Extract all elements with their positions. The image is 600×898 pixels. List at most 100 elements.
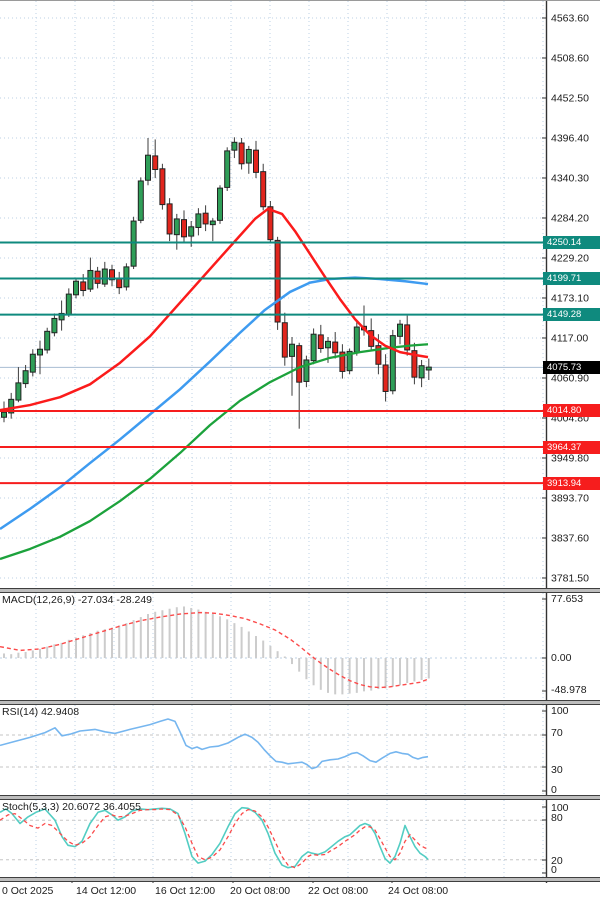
candle-bullish — [389, 335, 396, 392]
ma-slow-green-line — [0, 343, 429, 561]
stoch-d-line — [0, 808, 429, 869]
price-tick-label: 4060.90 — [551, 373, 589, 385]
candle-bullish — [353, 326, 360, 353]
candle-bullish — [310, 333, 317, 362]
candle-bullish — [173, 218, 180, 236]
price-tick-label: 3781.50 — [551, 573, 589, 585]
stoch-scale-0: 0 — [551, 864, 557, 876]
candle-bullish — [29, 353, 36, 373]
candle-bullish — [303, 359, 310, 382]
macd-signal-line — [0, 611, 429, 689]
candle-bullish — [87, 269, 94, 290]
candle-bearish — [260, 171, 267, 208]
support-price-tag: 4014.80 — [543, 404, 600, 417]
candle-bearish — [253, 149, 259, 173]
candle-bearish — [281, 322, 288, 358]
x-axis-date-label: 16 Oct 12:00 — [155, 885, 216, 897]
candle-bullish — [130, 220, 137, 267]
candle-bullish — [37, 348, 43, 356]
candle-bullish — [289, 343, 295, 357]
ma-fast-red-line — [0, 207, 429, 412]
panel-separator[interactable] — [0, 795, 600, 800]
stoch-indicator-label: Stoch(5,3,3) 20.6072 36.4055 — [2, 801, 141, 813]
rsi-scale-30: 30 — [551, 764, 563, 776]
candle-bullish — [1, 411, 7, 418]
candle-bullish — [346, 350, 353, 372]
price-tick-label: 3893.70 — [551, 493, 589, 505]
candle-bearish — [375, 345, 382, 365]
price-tick-label: 4508.60 — [551, 53, 589, 65]
candle-bullish — [231, 141, 238, 151]
support-price-tag: 3913.94 — [543, 477, 600, 490]
candle-bullish — [397, 323, 403, 337]
candle-bullish — [22, 370, 29, 385]
price-tick-label: 4284.20 — [551, 213, 589, 225]
x-axis-date-label: 24 Oct 08:00 — [388, 885, 449, 897]
candle-bearish — [202, 212, 209, 225]
x-axis-date-label: 20 Oct 08:00 — [230, 885, 291, 897]
candle-bullish — [209, 220, 216, 226]
panel-separator[interactable] — [0, 877, 600, 882]
candle-bearish — [152, 155, 159, 171]
support-price-tag: 3964.37 — [543, 441, 600, 454]
candle-bearish — [94, 270, 101, 284]
macd-scale-zero: 0.00 — [551, 652, 572, 664]
candle-bullish — [418, 365, 425, 379]
stoch-k-line — [0, 806, 429, 869]
macd-indicator-label: MACD(12,26,9) -27.034 -28.249 — [2, 594, 152, 606]
candle-bullish — [8, 398, 15, 414]
price-tick-label: 3837.60 — [551, 533, 589, 545]
candle-bearish — [411, 350, 418, 378]
x-axis-date-label: 0 Oct 2025 — [2, 885, 54, 897]
macd-scale-max: 77.653 — [551, 593, 584, 605]
candle-bearish — [382, 364, 389, 392]
panel-separator[interactable] — [0, 588, 600, 593]
stoch-scale-80: 80 — [551, 812, 563, 824]
price-tick-label: 4173.10 — [551, 293, 589, 305]
candle-bullish — [145, 154, 151, 181]
price-tick-label: 4396.40 — [551, 133, 589, 145]
candle-bullish — [123, 266, 130, 288]
price-tick-label: 3949.80 — [551, 453, 589, 465]
resistance-price-tag: 4149.28 — [543, 308, 600, 321]
stoch-scale-20: 20 — [551, 855, 563, 867]
candle-bearish — [332, 341, 339, 354]
candle-bullish — [137, 180, 144, 221]
candle-bearish — [109, 269, 115, 281]
candle-bearish — [404, 324, 411, 351]
panel-separator[interactable] — [0, 700, 600, 705]
candle-bearish — [274, 239, 281, 323]
candle-bearish — [116, 278, 123, 289]
candle-bullish — [44, 330, 51, 351]
rsi-scale-100: 100 — [551, 705, 569, 717]
candle-bullish — [224, 150, 231, 188]
candle-bullish — [15, 382, 22, 401]
candle-bullish — [73, 280, 79, 296]
macd-scale-min: -48.978 — [551, 684, 587, 696]
candle-bullish — [101, 268, 108, 285]
price-tick-label: 4563.60 — [551, 13, 589, 25]
candle-bullish — [188, 226, 195, 237]
resistance-price-tag: 4250.14 — [543, 236, 600, 249]
candle-bearish — [166, 203, 173, 235]
candle-bearish — [159, 168, 166, 206]
current-price-tag: 4075.73 — [543, 361, 600, 374]
price-tick-label: 4340.30 — [551, 173, 589, 185]
candle-bearish — [181, 219, 187, 238]
candle-bullish — [65, 293, 72, 316]
candle-bearish — [317, 334, 324, 350]
price-tick-label: 4452.50 — [551, 93, 589, 105]
candle-bearish — [267, 206, 274, 241]
rsi-scale-0: 0 — [551, 784, 557, 796]
candle-bullish — [425, 366, 432, 371]
stoch-scale-100: 100 — [551, 802, 569, 814]
candle-bullish — [58, 312, 65, 321]
candle-bearish — [296, 345, 303, 383]
candle-bullish — [245, 148, 252, 164]
rsi-line — [0, 718, 429, 770]
rsi-scale-70: 70 — [551, 727, 563, 739]
candle-bearish — [339, 351, 346, 372]
candle-bullish — [195, 213, 202, 229]
